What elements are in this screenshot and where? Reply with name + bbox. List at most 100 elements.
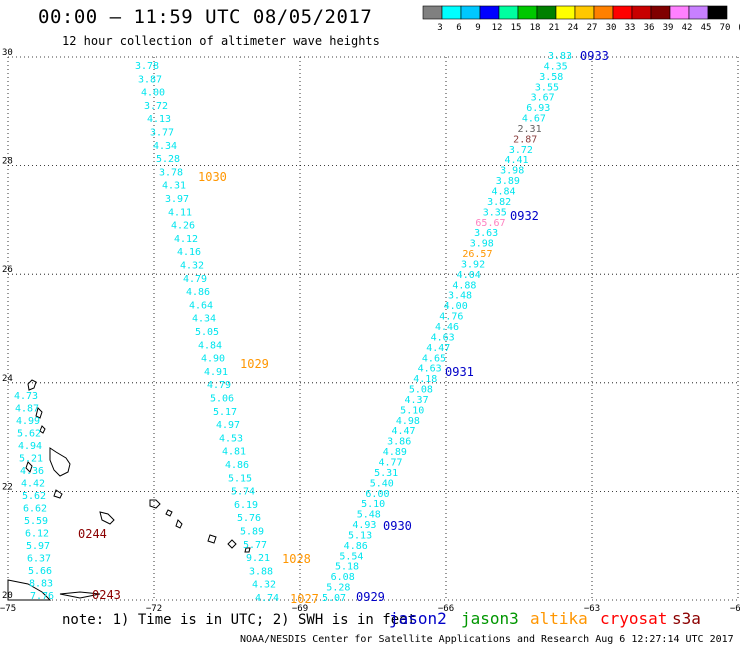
swh-value: 3.89: [496, 176, 520, 187]
island-outline: [244, 547, 251, 553]
swh-value: 4.73: [14, 391, 38, 402]
swh-value: 4.76: [439, 312, 463, 323]
lon-tick-label: −75: [0, 604, 16, 614]
swh-value: 5.08: [409, 385, 433, 396]
legend-label: 3: [437, 23, 442, 33]
swh-value: 3.88: [249, 566, 273, 577]
lat-tick-label: 20: [2, 591, 13, 601]
swh-value: 6.93: [526, 103, 550, 114]
swh-value: 4.42: [21, 479, 45, 490]
swh-value: 3.83: [548, 51, 572, 62]
swh-value: 3.98: [470, 239, 494, 250]
island-outline: [49, 447, 71, 477]
jason3-label: jason3: [461, 609, 519, 628]
swh-value: 5.28: [326, 583, 350, 594]
legend-label: 24: [568, 23, 579, 33]
legend-swatch: [707, 5, 728, 20]
swh-value: 4.26: [171, 221, 195, 232]
swh-value: 4.97: [216, 420, 240, 431]
swh-value: 4.84: [491, 187, 515, 198]
swh-value: 26.57: [462, 249, 492, 260]
swh-value: 5.17: [213, 407, 237, 418]
swh-value: 4.86: [225, 460, 249, 471]
swh-value: 5.28: [156, 154, 180, 165]
swh-value: 4.35: [544, 61, 568, 72]
swh-value: 3.86: [387, 437, 411, 448]
swh-value: 4.86: [186, 287, 210, 298]
lon-tick-label: −72: [146, 604, 162, 614]
sat-label-altika: altika: [530, 609, 588, 628]
lat-tick-label: 30: [2, 48, 13, 58]
legend-label: 12: [492, 23, 503, 33]
legend-label: 30: [606, 23, 617, 33]
swh-value: 4.36: [20, 466, 44, 477]
swh-value: 4.32: [252, 580, 276, 591]
page-title: 00:00 – 11:59 UTC 08/05/2017: [38, 6, 373, 28]
swh-value: 4.31: [162, 181, 186, 192]
swh-value: 5.54: [339, 551, 363, 562]
swh-value: 5.10: [400, 405, 424, 416]
legend-label: 70: [720, 23, 731, 33]
swh-value: 3.55: [535, 82, 559, 93]
swh-value: 4.53: [219, 433, 243, 444]
swh-value: 3.97: [165, 194, 189, 205]
swh-value: 4.89: [383, 447, 407, 458]
swh-value: 3.82: [487, 197, 511, 208]
swh-value: 5.10: [361, 499, 385, 510]
island-outline: [175, 519, 183, 529]
swh-value: 3.92: [461, 259, 485, 270]
swh-value: 4.63: [418, 364, 442, 375]
legend-label: 27: [587, 23, 598, 33]
swh-value: 4.74: [255, 593, 279, 604]
swh-value: 4.65: [422, 353, 446, 364]
pass-time-label: 0933: [580, 49, 609, 63]
swh-value: 5.77: [243, 540, 267, 551]
swh-value: 4.94: [18, 441, 42, 452]
legend-swatch: [650, 5, 671, 20]
legend-swatch: [422, 5, 443, 20]
swh-value: 4.41: [504, 155, 528, 166]
legend-swatch: [574, 5, 595, 20]
swh-value: 3.58: [539, 72, 563, 83]
lat-lon-grid: −75 −72 −69 −66 −63 −60 20 22 24 26 28 30: [0, 48, 740, 614]
pass-time-label: 0244: [78, 527, 107, 541]
swh-value: 5.62: [22, 491, 46, 502]
swh-value: 5.13: [348, 530, 372, 541]
swh-value: 6.37: [27, 554, 51, 565]
lon-tick-label: −60: [730, 604, 740, 614]
altika-label: altika: [530, 609, 588, 628]
swh-value: 4.34: [192, 314, 216, 325]
legend-label: 45: [701, 23, 712, 33]
legend-label: 21: [549, 23, 560, 33]
footer-credit: NOAA/NESDIS Center for Satellite Applica…: [240, 634, 734, 645]
island-outline: [59, 591, 101, 599]
swh-value: 4.00: [444, 301, 468, 312]
swh-value: 4.46: [435, 322, 459, 333]
swh-value: 3.72: [144, 101, 168, 112]
swh-value: 4.16: [177, 247, 201, 258]
swh-value: 4.12: [174, 234, 198, 245]
island-outline: [99, 511, 115, 525]
island-outline: [53, 489, 63, 499]
legend-swatch: [536, 5, 557, 20]
legend-swatch: [479, 5, 500, 20]
page-subtitle: 12 hour collection of altimeter wave hei…: [62, 34, 380, 48]
swh-value: 4.64: [189, 300, 213, 311]
swh-value: 4.04: [457, 270, 481, 281]
swh-value: 5.05: [195, 327, 219, 338]
pass-time-label: 1030: [198, 170, 227, 184]
pass-time-label: 0243: [92, 588, 121, 602]
land-outlines: [7, 379, 251, 601]
swh-value: 4.90: [201, 354, 225, 365]
footer-note: note: 1) Time is in UTC; 2) SWH is in fe…: [62, 612, 417, 628]
swh-value: 5.06: [210, 394, 234, 405]
swh-value: 3.78: [135, 61, 159, 72]
s3a-label: s3a: [672, 609, 701, 628]
pass-time-labels: 1030 1029 1028 1027 0933 0932 0931 0930 0929 0244…: [78, 49, 609, 606]
legend-label: 33: [625, 23, 636, 33]
legend-label: 39: [663, 23, 674, 33]
pass-time-label: 1028: [282, 552, 311, 566]
pass-time-label: 1027: [290, 592, 319, 606]
